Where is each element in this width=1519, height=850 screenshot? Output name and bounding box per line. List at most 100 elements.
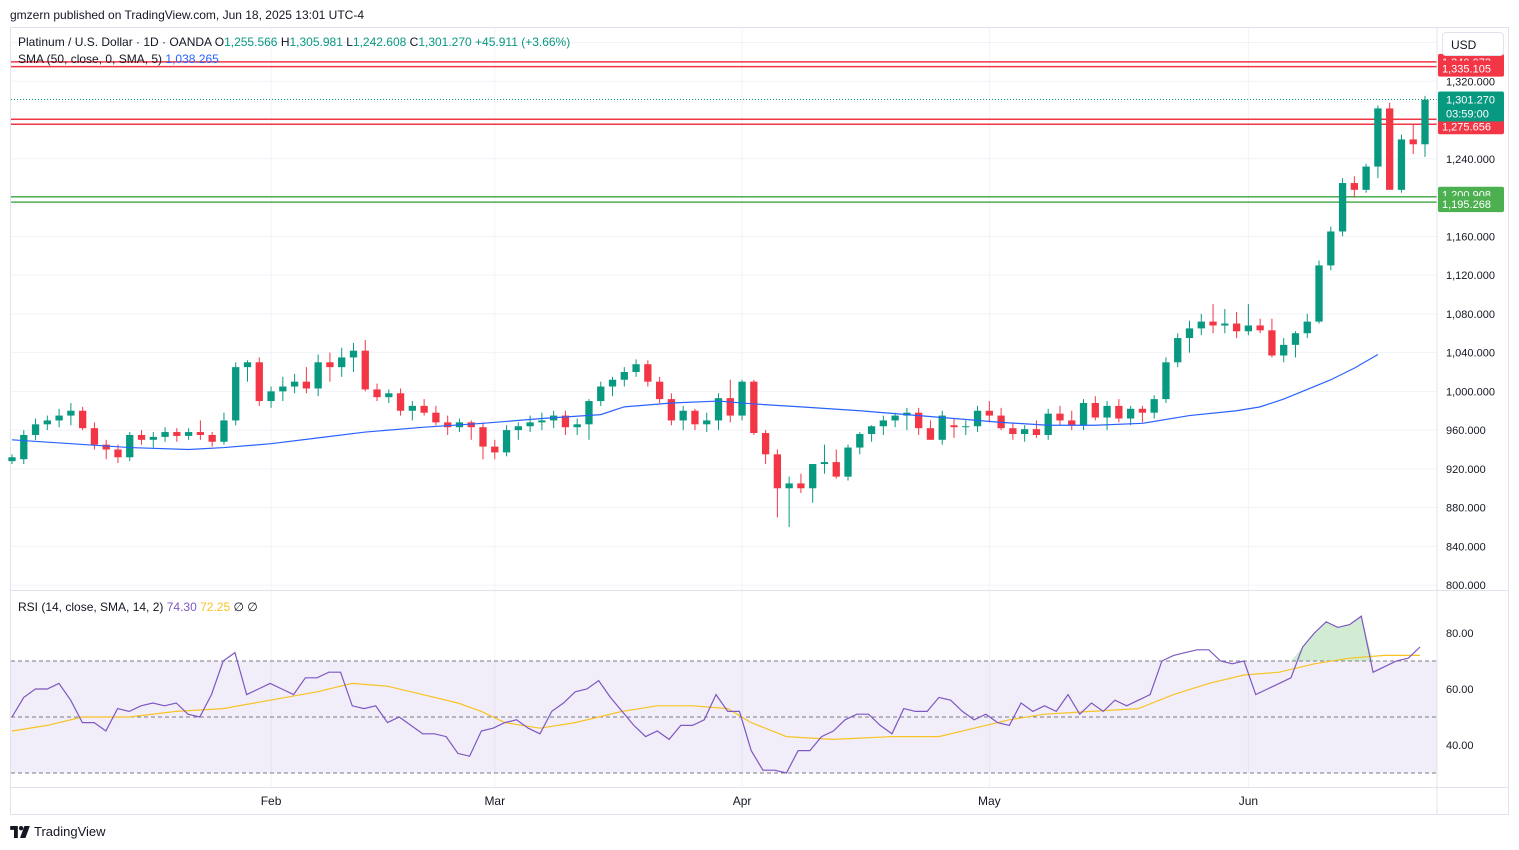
level-tag: 1,335.105 xyxy=(1442,64,1491,76)
candle-body xyxy=(55,415,63,421)
candle-body xyxy=(585,401,593,425)
sma-line xyxy=(11,354,1379,451)
rsi-line xyxy=(11,615,1421,774)
candle-body xyxy=(538,420,546,423)
candle-body xyxy=(137,434,146,440)
candle-body xyxy=(691,410,699,425)
horizontal-levels xyxy=(11,61,1437,203)
candle-body xyxy=(761,433,770,455)
candle-body xyxy=(1280,344,1288,356)
candle-body xyxy=(620,371,628,380)
candle-body xyxy=(1362,166,1370,190)
candle-body xyxy=(349,350,358,358)
candle-body xyxy=(773,454,782,489)
candle-body xyxy=(361,350,369,390)
rsi-label: RSI (14, close, SMA, 14, 2) xyxy=(18,600,164,614)
candle-body xyxy=(1020,429,1029,434)
time-axis[interactable]: Feb Mar Apr May Jun xyxy=(261,794,1258,808)
candle-body xyxy=(267,391,275,402)
candle-body xyxy=(985,410,993,416)
candle-body xyxy=(302,381,311,389)
price-tick-label: 800.000 xyxy=(1446,580,1486,592)
rsi-series xyxy=(11,615,1421,774)
candle-body xyxy=(1303,321,1311,334)
tradingview-logo-icon xyxy=(10,825,30,838)
candle-body xyxy=(1374,108,1382,167)
candle-body xyxy=(43,420,51,425)
candle-body xyxy=(408,405,417,411)
candle-body xyxy=(785,483,793,489)
candle-body xyxy=(938,415,946,440)
price-tick-label: 1,040.000 xyxy=(1446,348,1495,360)
price-tick-label: 1,000.000 xyxy=(1446,386,1495,398)
rsi-tick-label: 40.00 xyxy=(1446,740,1474,752)
price-tick-label: 1,160.000 xyxy=(1446,231,1495,243)
price-tick-label: 840.000 xyxy=(1446,541,1486,553)
rsi-grid xyxy=(11,660,1437,774)
candle-body xyxy=(1315,265,1323,322)
rsi-tick-label: 80.00 xyxy=(1446,628,1474,640)
candle-body xyxy=(561,415,570,428)
rsi-overbought-fill xyxy=(1290,616,1385,661)
price-tags: 1,340.0731,335.1051,280.8011,275.6561,20… xyxy=(1438,53,1504,213)
last-price-tag: 1,301.270 xyxy=(1446,94,1495,106)
candle-body xyxy=(1327,231,1335,266)
candle-body xyxy=(738,381,746,416)
candle-body xyxy=(926,428,935,440)
candle-body xyxy=(1185,328,1194,339)
candle-body xyxy=(432,412,440,423)
candle-body xyxy=(444,422,452,428)
candlestick-series xyxy=(8,95,1429,528)
level-tag: 1,275.656 xyxy=(1442,121,1491,133)
candle-body xyxy=(1032,429,1041,435)
candle-body xyxy=(467,422,475,428)
candle-body xyxy=(679,410,687,421)
candle-body xyxy=(1232,323,1241,332)
candle-body xyxy=(573,424,581,428)
candle-body xyxy=(1174,338,1182,363)
candle-body xyxy=(243,362,252,368)
candle-body xyxy=(161,432,169,437)
candle-body xyxy=(1221,323,1229,326)
candle-body xyxy=(208,434,216,442)
rsi-sma-value: 72.25 xyxy=(200,600,231,614)
candle-body xyxy=(1386,108,1394,190)
sma-series xyxy=(11,354,1379,451)
candle-body xyxy=(479,427,487,447)
candle-body xyxy=(184,432,193,436)
price-tick-label: 1,080.000 xyxy=(1446,309,1495,321)
candle-body xyxy=(632,364,640,372)
candle-body xyxy=(385,393,393,398)
candle-body xyxy=(173,432,181,436)
ohlc-high: H1,305.981 xyxy=(280,35,343,49)
candle-body xyxy=(1068,420,1076,426)
symbol-title[interactable]: Platinum / U.S. Dollar · 1D · OANDA xyxy=(18,35,212,49)
price-tick-label: 1,120.000 xyxy=(1446,270,1495,282)
candle-body xyxy=(867,426,876,434)
rsi-legend[interactable]: RSI (14, close, SMA, 14, 2) 74.30 72.25 … xyxy=(18,600,258,614)
candle-body xyxy=(608,379,617,387)
level-tag-bg xyxy=(1438,196,1504,213)
candle-body xyxy=(326,362,334,368)
brand-name: TradingView xyxy=(34,824,106,839)
candle-body xyxy=(950,425,958,428)
candle-body xyxy=(879,420,888,427)
time-tick-label: Jun xyxy=(1239,794,1258,808)
price-tick-label: 960.000 xyxy=(1446,425,1486,437)
time-tick-label: Mar xyxy=(484,794,505,808)
candle-body xyxy=(514,426,522,431)
candle-body xyxy=(1268,330,1276,356)
countdown-tag: 03:59:00 xyxy=(1446,108,1489,120)
currency-button[interactable]: USD xyxy=(1442,32,1504,56)
candle-body xyxy=(856,433,864,448)
sma-legend[interactable]: SMA (50, close, 0, SMA, 5) 1,038.265 xyxy=(18,52,219,66)
level-tag-bg xyxy=(1438,118,1504,135)
time-tick-label: Apr xyxy=(733,794,752,808)
rsi-value: 74.30 xyxy=(166,600,197,614)
candle-body xyxy=(126,434,134,458)
candle-body xyxy=(1126,408,1135,419)
brand[interactable]: TradingView xyxy=(10,824,106,839)
candle-body xyxy=(1397,139,1406,190)
candle-body xyxy=(373,389,381,398)
